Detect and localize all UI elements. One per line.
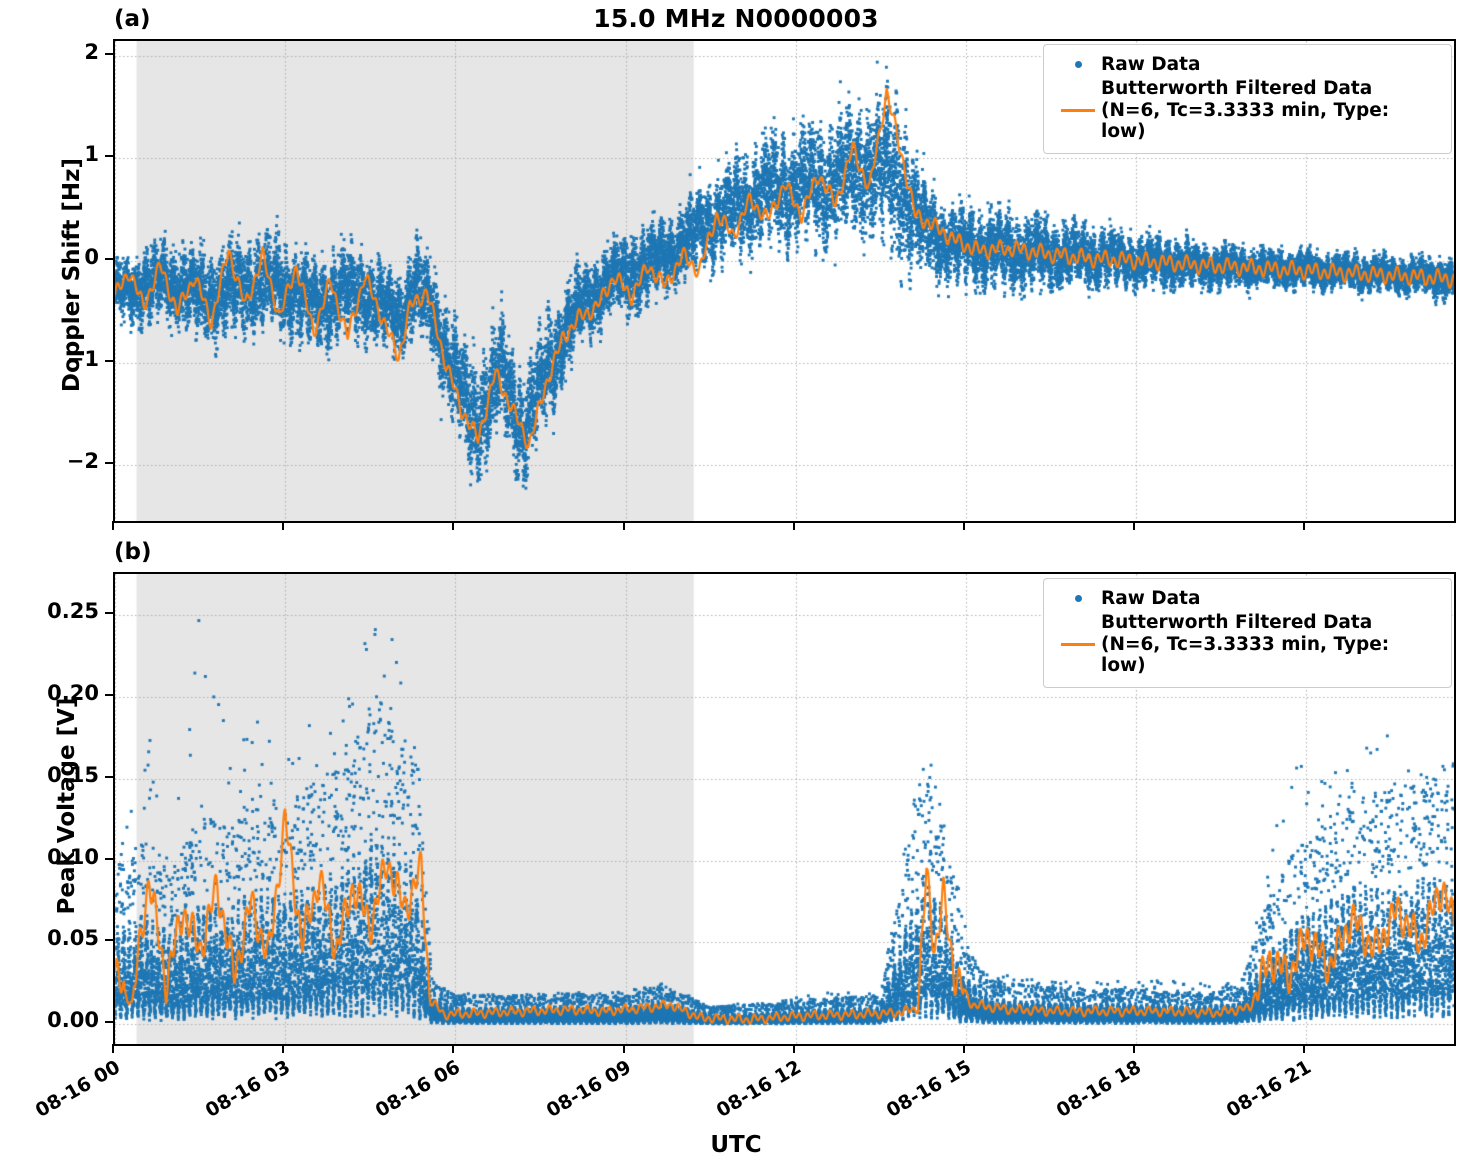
x-axis-tick-label: 08-16 06 bbox=[372, 1056, 465, 1122]
ytick-mark bbox=[105, 611, 113, 614]
x-axis-tick-label: 08-16 21 bbox=[1223, 1056, 1316, 1122]
legend-line-marker-icon bbox=[1055, 643, 1101, 647]
xtick-mark bbox=[622, 1044, 625, 1053]
legend-entry-filtered: Butterworth Filtered Data (N=6, Tc=3.333… bbox=[1055, 612, 1440, 677]
legend-line-marker-icon bbox=[1055, 109, 1101, 113]
panel-b-ytick: 0.20 bbox=[47, 680, 99, 705]
x-axis-tick-label: 08-16 09 bbox=[542, 1056, 635, 1122]
legend-entry-filtered: Butterworth Filtered Data (N=6, Tc=3.333… bbox=[1055, 78, 1440, 143]
xtick-mark bbox=[1303, 1044, 1306, 1053]
xtick-mark bbox=[282, 521, 285, 530]
x-axis-tick-label: 08-16 15 bbox=[882, 1056, 976, 1122]
ytick-mark bbox=[105, 155, 113, 158]
panel-b-tag: (b) bbox=[114, 539, 152, 565]
legend-label-filtered: Butterworth Filtered Data (N=6, Tc=3.333… bbox=[1101, 77, 1390, 143]
xtick-mark bbox=[1133, 521, 1136, 530]
ytick-mark bbox=[105, 461, 113, 464]
x-axis-label: UTC bbox=[710, 1132, 762, 1158]
ytick-mark bbox=[105, 857, 113, 860]
legend-dot-marker-icon bbox=[1055, 595, 1101, 603]
x-axis-tick-label: 08-16 00 bbox=[31, 1056, 124, 1122]
xtick-mark bbox=[1303, 521, 1306, 530]
panel-a-ytick: 1 bbox=[84, 142, 99, 167]
panel-a-ylabel: Doppler Shift [Hz] bbox=[59, 157, 85, 393]
x-axis-tick-label: 08-16 03 bbox=[201, 1056, 295, 1122]
legend-entry-raw: Raw Data bbox=[1055, 588, 1440, 610]
panel-b-ytick: 0.15 bbox=[47, 762, 99, 787]
panel-a-ytick: −2 bbox=[66, 448, 99, 473]
panel-b-ytick: 0.05 bbox=[47, 926, 99, 951]
panel-a-ytick: 0 bbox=[84, 244, 99, 269]
xtick-mark bbox=[792, 521, 795, 530]
panel-b-legend[interactable]: Raw Data Butterworth Filtered Data (N=6,… bbox=[1043, 578, 1452, 689]
x-axis-tick-label: 08-16 18 bbox=[1053, 1056, 1146, 1122]
xtick-mark bbox=[112, 521, 114, 530]
panel-a-tag: (a) bbox=[114, 6, 151, 32]
xtick-mark bbox=[1133, 1044, 1136, 1053]
ytick-mark bbox=[105, 939, 113, 942]
ytick-mark bbox=[105, 257, 113, 260]
figure-title: 15.0 MHz N0000003 bbox=[593, 4, 879, 33]
legend-dot-marker-icon bbox=[1055, 61, 1101, 69]
xtick-mark bbox=[792, 1044, 795, 1053]
panel-b-ytick: 0.25 bbox=[47, 598, 99, 623]
ytick-mark bbox=[105, 693, 113, 696]
ytick-mark bbox=[105, 775, 113, 778]
xtick-mark bbox=[452, 521, 455, 530]
panel-a-legend[interactable]: Raw Data Butterworth Filtered Data (N=6,… bbox=[1043, 44, 1452, 155]
ytick-mark bbox=[105, 359, 113, 362]
legend-label-raw: Raw Data bbox=[1101, 54, 1201, 75]
xtick-mark bbox=[112, 1044, 114, 1053]
panel-a-ytick: −1 bbox=[66, 346, 99, 371]
legend-label-filtered: Butterworth Filtered Data (N=6, Tc=3.333… bbox=[1101, 611, 1390, 677]
legend-label-raw: Raw Data bbox=[1101, 588, 1201, 609]
legend-entry-raw: Raw Data bbox=[1055, 54, 1440, 76]
panel-a-ytick: 2 bbox=[84, 40, 99, 65]
ytick-mark bbox=[105, 1021, 113, 1024]
xtick-mark bbox=[622, 521, 625, 530]
xtick-mark bbox=[452, 1044, 455, 1053]
panel-b-ytick: 0.00 bbox=[47, 1008, 99, 1033]
xtick-mark bbox=[282, 1044, 285, 1053]
xtick-mark bbox=[963, 1044, 966, 1053]
ytick-mark bbox=[105, 53, 113, 56]
xtick-mark bbox=[963, 521, 966, 530]
panel-b-ytick: 0.10 bbox=[47, 844, 99, 869]
